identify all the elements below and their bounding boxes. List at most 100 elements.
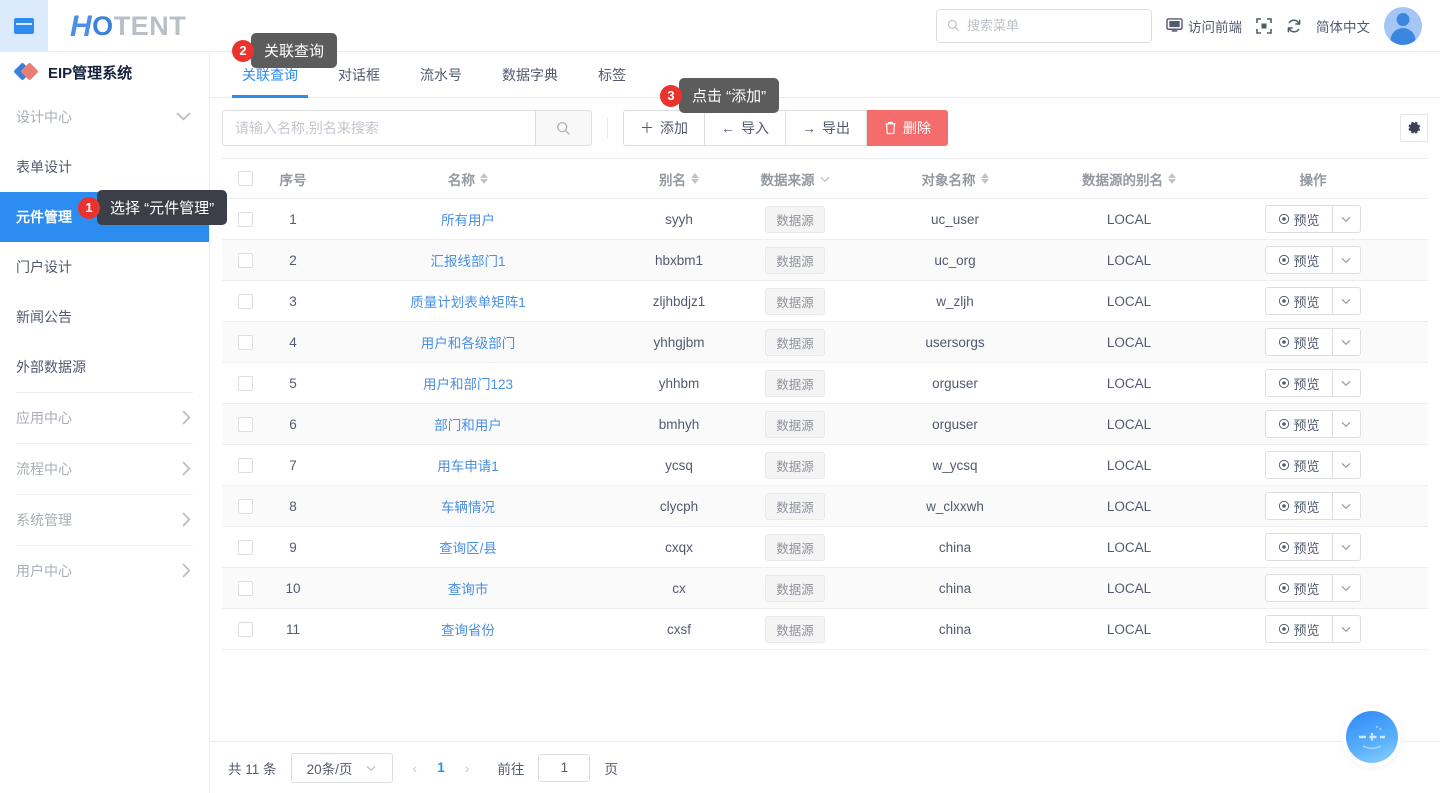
table-header-object[interactable]: 对象名称 bbox=[850, 158, 1060, 199]
sidebar-item-form-design[interactable]: 表单设计 bbox=[0, 142, 209, 192]
page-number-1[interactable]: 1 bbox=[437, 760, 445, 775]
row-checkbox[interactable] bbox=[237, 211, 253, 227]
row-source-badge[interactable]: 数据源 bbox=[765, 246, 825, 274]
row-name-link[interactable]: 部门和用户 bbox=[434, 418, 502, 433]
search-box[interactable] bbox=[222, 110, 592, 146]
sidebar-item-news-announcement[interactable]: 新闻公告 bbox=[0, 292, 209, 342]
row-checkbox[interactable] bbox=[237, 334, 253, 350]
select-all-checkbox[interactable] bbox=[237, 171, 253, 187]
chevron-down-icon[interactable] bbox=[1331, 534, 1360, 560]
sort-icon[interactable] bbox=[480, 173, 488, 184]
row-checkbox[interactable] bbox=[237, 621, 253, 637]
row-preview-button[interactable]: 预览 bbox=[1265, 533, 1361, 561]
table-header-ds-alias[interactable]: 数据源的别名 bbox=[1060, 158, 1198, 199]
row-name-link[interactable]: 所有用户 bbox=[441, 213, 495, 228]
row-checkbox[interactable] bbox=[237, 252, 253, 268]
tab-dialog[interactable]: 对话框 bbox=[318, 52, 400, 97]
chevron-down-icon[interactable] bbox=[1331, 247, 1360, 273]
table-row[interactable]: 1 所有用户 syyh 数据源 uc_user LOCAL 预览 bbox=[222, 198, 1428, 240]
tab-label-tag[interactable]: 标签 bbox=[578, 52, 646, 97]
sidebar-item-external-datasource[interactable]: 外部数据源 bbox=[0, 342, 209, 392]
row-name-link[interactable]: 查询区/县 bbox=[439, 541, 497, 556]
table-header-name[interactable]: 名称 bbox=[318, 158, 618, 199]
row-name-link[interactable]: 查询省份 bbox=[441, 623, 495, 638]
row-source-badge[interactable]: 数据源 bbox=[765, 287, 825, 315]
table-row[interactable]: 4 用户和各级部门 yhhgjbm 数据源 usersorgs LOCAL 预览 bbox=[222, 321, 1428, 363]
row-source-badge[interactable]: 数据源 bbox=[765, 533, 825, 561]
table-row[interactable]: 7 用车申请1 ycsq 数据源 w_ycsq LOCAL 预览 bbox=[222, 444, 1428, 486]
tab-associated-query[interactable]: 关联查询 bbox=[222, 52, 318, 98]
table-row[interactable]: 11 查询省份 cxsf 数据源 china LOCAL 预览 bbox=[222, 608, 1428, 650]
export-button[interactable]: → 导出 bbox=[785, 110, 867, 146]
row-name-link[interactable]: 用户和各级部门 bbox=[420, 336, 516, 351]
visit-frontend-button[interactable]: 访问前端 bbox=[1166, 16, 1242, 36]
sidebar-item-system-management[interactable]: 系统管理 bbox=[0, 495, 209, 545]
chevron-down-icon[interactable] bbox=[1331, 452, 1360, 478]
sort-icon[interactable] bbox=[980, 173, 989, 184]
row-name-link[interactable]: 用户和部门123 bbox=[422, 377, 514, 392]
row-preview-button[interactable]: 预览 bbox=[1265, 287, 1361, 315]
import-button[interactable]: ← 导入 bbox=[704, 110, 786, 146]
row-source-badge[interactable]: 数据源 bbox=[765, 205, 825, 233]
floating-action-button[interactable] bbox=[1346, 711, 1398, 763]
sidebar-item-design-center[interactable]: 设计中心 bbox=[0, 92, 209, 142]
next-page-button[interactable]: › bbox=[464, 759, 470, 776]
table-row[interactable]: 10 查询市 cx 数据源 china LOCAL 预览 bbox=[222, 567, 1428, 609]
chevron-down-icon[interactable] bbox=[1331, 370, 1360, 396]
row-name-link[interactable]: 质量计划表单矩阵1 bbox=[410, 295, 526, 310]
table-header-alias[interactable]: 别名 bbox=[618, 158, 740, 199]
tab-data-dictionary[interactable]: 数据字典 bbox=[482, 52, 578, 97]
row-name-link[interactable]: 查询市 bbox=[447, 582, 489, 597]
row-source-badge[interactable]: 数据源 bbox=[765, 369, 825, 397]
tab-serial-number[interactable]: 流水号 bbox=[400, 52, 482, 97]
add-button[interactable]: ＋ 添加 bbox=[623, 110, 705, 146]
chevron-down-icon[interactable] bbox=[1331, 493, 1360, 519]
chevron-down-icon[interactable] bbox=[1331, 288, 1360, 314]
row-preview-button[interactable]: 预览 bbox=[1265, 246, 1361, 274]
chevron-down-icon[interactable] bbox=[1331, 411, 1360, 437]
row-source-badge[interactable]: 数据源 bbox=[765, 615, 825, 643]
row-preview-button[interactable]: 预览 bbox=[1265, 451, 1361, 479]
row-checkbox[interactable] bbox=[237, 375, 253, 391]
row-source-badge[interactable]: 数据源 bbox=[765, 451, 825, 479]
chevron-down-icon[interactable] bbox=[820, 171, 830, 186]
chevron-down-icon[interactable] bbox=[1331, 616, 1360, 642]
goto-page-input[interactable] bbox=[538, 753, 591, 782]
settings-button[interactable] bbox=[1400, 114, 1428, 142]
sidebar-item-app-center[interactable]: 应用中心 bbox=[0, 393, 209, 443]
menu-search-box[interactable] bbox=[936, 8, 1152, 43]
sidebar-item-user-center[interactable]: 用户中心 bbox=[0, 546, 209, 596]
row-name-link[interactable]: 车辆情况 bbox=[441, 500, 495, 515]
table-row[interactable]: 9 查询区/县 cxqx 数据源 china LOCAL 预览 bbox=[222, 526, 1428, 568]
avatar[interactable] bbox=[1384, 6, 1422, 45]
table-header-source[interactable]: 数据来源 bbox=[740, 158, 850, 199]
language-switcher[interactable]: 简体中文 bbox=[1316, 16, 1370, 36]
table-row[interactable]: 6 部门和用户 bmhyh 数据源 orguser LOCAL 预览 bbox=[222, 403, 1428, 445]
row-checkbox[interactable] bbox=[237, 457, 253, 473]
chevron-down-icon[interactable] bbox=[1331, 575, 1360, 601]
row-source-badge[interactable]: 数据源 bbox=[765, 328, 825, 356]
row-checkbox[interactable] bbox=[237, 498, 253, 514]
hamburger-icon[interactable] bbox=[0, 0, 48, 52]
chevron-down-icon[interactable] bbox=[1331, 206, 1360, 232]
prev-page-button[interactable]: ‹ bbox=[412, 759, 418, 776]
search-button[interactable] bbox=[535, 111, 591, 145]
delete-button[interactable]: 删除 bbox=[867, 110, 948, 146]
row-checkbox[interactable] bbox=[237, 416, 253, 432]
row-checkbox[interactable] bbox=[237, 539, 253, 555]
row-source-badge[interactable]: 数据源 bbox=[765, 574, 825, 602]
table-row[interactable]: 3 质量计划表单矩阵1 zljhbdjz1 数据源 w_zljh LOCAL 预览 bbox=[222, 280, 1428, 322]
sort-icon[interactable] bbox=[1168, 173, 1176, 184]
table-row[interactable]: 8 车辆情况 clycph 数据源 w_clxxwh LOCAL 预览 bbox=[222, 485, 1428, 527]
sidebar-item-process-center[interactable]: 流程中心 bbox=[0, 444, 209, 494]
row-preview-button[interactable]: 预览 bbox=[1265, 492, 1361, 520]
table-row[interactable]: 5 用户和部门123 yhhbm 数据源 orguser LOCAL 预览 bbox=[222, 362, 1428, 404]
row-preview-button[interactable]: 预览 bbox=[1265, 205, 1361, 233]
refresh-button[interactable] bbox=[1286, 18, 1302, 34]
menu-search-input[interactable] bbox=[967, 18, 1141, 33]
row-source-badge[interactable]: 数据源 bbox=[765, 410, 825, 438]
row-preview-button[interactable]: 预览 bbox=[1265, 328, 1361, 356]
row-checkbox[interactable] bbox=[237, 293, 253, 309]
row-preview-button[interactable]: 预览 bbox=[1265, 574, 1361, 602]
table-row[interactable]: 2 汇报线部门1 hbxbm1 数据源 uc_org LOCAL 预览 bbox=[222, 239, 1428, 281]
